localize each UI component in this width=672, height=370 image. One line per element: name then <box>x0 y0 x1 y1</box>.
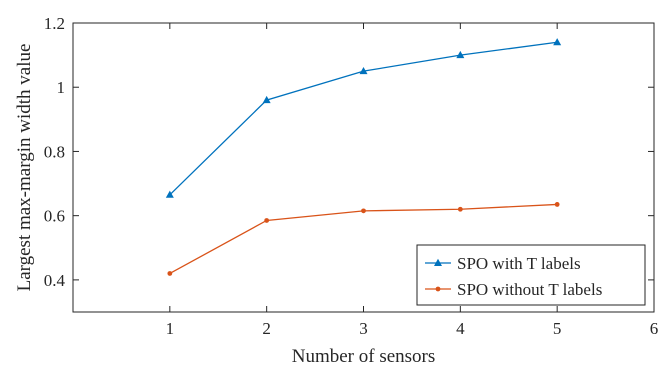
data-point <box>554 202 560 207</box>
data-point <box>456 50 465 59</box>
legend-label: SPO with T labels <box>457 254 581 273</box>
series-1 <box>165 38 562 198</box>
legend-item: SPO without T labels <box>425 280 602 299</box>
data-point <box>165 190 174 198</box>
legend-label: SPO without T labels <box>457 280 602 299</box>
legend-box <box>416 244 646 306</box>
data-point <box>361 208 366 214</box>
data-point <box>167 271 173 276</box>
data-point <box>359 66 368 75</box>
y-tick-label: 0.4 <box>44 271 66 290</box>
x-tick-label: 6 <box>650 319 659 338</box>
legend: SPO with T labels SPO without T labels <box>416 244 646 306</box>
legend-marker <box>435 286 441 292</box>
x-tick-label: 1 <box>166 319 175 338</box>
x-axis-ticks: 1 2 3 4 5 6 <box>166 23 659 338</box>
x-tick-label: 4 <box>456 319 465 338</box>
legend-items: SPO with T labels SPO without T labels <box>425 254 602 299</box>
data-point <box>264 218 270 223</box>
y-tick-label: 1.2 <box>44 14 65 33</box>
x-tick-label: 5 <box>553 319 562 338</box>
x-axis-label: Number of sensors <box>292 346 436 367</box>
legend-marker <box>434 258 442 266</box>
data-point <box>262 95 271 104</box>
x-tick-label: 3 <box>359 319 368 338</box>
series-layer <box>165 38 562 276</box>
y-tick-label: 1 <box>57 78 66 97</box>
y-axis-ticks: 0.4 0.6 0.8 1 1.2 <box>44 14 654 290</box>
y-tick-label: 0.8 <box>44 142 65 161</box>
x-tick-label: 2 <box>262 319 271 338</box>
y-axis-label: Largest max-margin width value <box>14 44 35 292</box>
legend-item: SPO with T labels <box>425 254 581 273</box>
y-tick-label: 0.6 <box>44 207 65 226</box>
data-point <box>457 206 463 212</box>
series-2 <box>167 202 560 276</box>
data-point <box>553 38 562 46</box>
